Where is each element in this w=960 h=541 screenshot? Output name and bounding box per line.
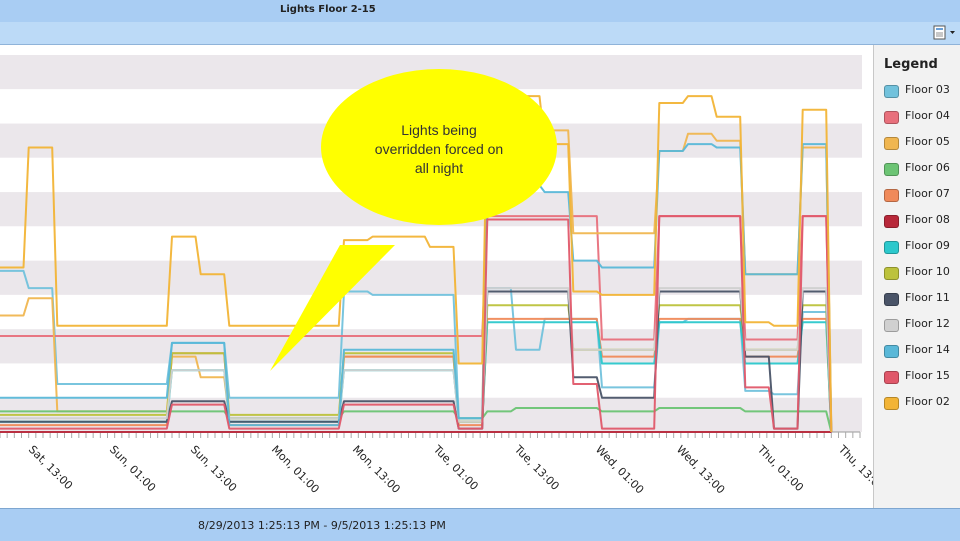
legend-item-floor-08[interactable]: Floor 08 bbox=[884, 212, 960, 234]
export-button[interactable] bbox=[932, 25, 956, 41]
series-layer bbox=[0, 95, 833, 433]
series-line-floor-15[interactable] bbox=[0, 215, 833, 433]
grid-band bbox=[0, 329, 862, 364]
legend-label: Floor 12 bbox=[905, 317, 950, 330]
legend-item-floor-06[interactable]: Floor 06 bbox=[884, 160, 960, 182]
grid-band bbox=[0, 260, 862, 295]
series-line-floor-07[interactable] bbox=[0, 317, 833, 433]
legend-label: Floor 02 bbox=[905, 395, 950, 408]
legend-swatch bbox=[884, 163, 899, 176]
x-tick-labels: Sat, 13:00 Sun, 01:00 Sun, 13:00 Mon, 01:00… bbox=[26, 442, 887, 497]
title-bar: Lights Floor 2-15 bbox=[0, 0, 960, 22]
series-line-floor-11[interactable] bbox=[0, 290, 833, 433]
legend-swatch bbox=[884, 345, 899, 358]
legend-swatch bbox=[884, 371, 899, 384]
export-icon bbox=[933, 25, 955, 40]
legend-label: Floor 09 bbox=[905, 239, 950, 252]
legend-label: Floor 14 bbox=[905, 343, 950, 356]
chevron-down-icon bbox=[950, 31, 955, 34]
x-tick-label: Thu, 01:00 bbox=[754, 442, 806, 494]
legend-panel: Legend Floor 03 Floor 04 Floor 05 Floor 06 F… bbox=[873, 45, 960, 508]
x-tick-label: Tue, 13:00 bbox=[511, 442, 562, 493]
legend-swatch bbox=[884, 293, 899, 306]
legend-swatch bbox=[884, 137, 899, 150]
line-chart: Lights being overridden forced on all nigh… bbox=[0, 55, 887, 497]
legend-item-floor-10[interactable]: Floor 10 bbox=[884, 264, 960, 286]
callout-text-line: Lights being bbox=[401, 122, 477, 138]
plot-area: Lights being overridden forced on all nigh… bbox=[0, 45, 887, 508]
legend-item-floor-02[interactable]: Floor 02 bbox=[884, 394, 960, 416]
series-line-floor-06[interactable] bbox=[0, 407, 833, 433]
chart-window-title: Lights Floor 2-15 bbox=[280, 4, 376, 15]
legend-label: Floor 10 bbox=[905, 265, 950, 278]
date-range-label: 8/29/2013 1:25:13 PM - 9/5/2013 1:25:13 … bbox=[198, 519, 446, 532]
x-tick-label: Sat, 13:00 bbox=[26, 443, 75, 492]
legend-swatch bbox=[884, 319, 899, 332]
x-tick-label: Mon, 13:00 bbox=[350, 443, 403, 496]
legend-label: Floor 03 bbox=[905, 83, 950, 96]
grid-band bbox=[0, 226, 862, 261]
legend-item-floor-12[interactable]: Floor 12 bbox=[884, 316, 960, 338]
legend-label: Floor 15 bbox=[905, 369, 950, 382]
x-tick-label: Wed, 01:00 bbox=[593, 443, 647, 497]
legend-label: Floor 11 bbox=[905, 291, 950, 304]
annotation-callout: Lights being overridden forced on all nigh… bbox=[270, 69, 557, 371]
legend-item-floor-15[interactable]: Floor 15 bbox=[884, 368, 960, 390]
x-tick-label: Sun, 01:00 bbox=[107, 443, 158, 494]
legend-label: Floor 04 bbox=[905, 109, 950, 122]
legend-swatch bbox=[884, 85, 899, 98]
legend-swatch bbox=[884, 397, 899, 410]
callout-bubble bbox=[321, 69, 557, 225]
legend-item-floor-07[interactable]: Floor 07 bbox=[884, 186, 960, 208]
legend-title: Legend bbox=[884, 57, 938, 72]
legend-swatch bbox=[884, 241, 899, 254]
x-tick-label: Wed, 13:00 bbox=[674, 443, 728, 497]
legend-item-floor-03[interactable]: Floor 03 bbox=[884, 82, 960, 104]
status-bar: 8/29/2013 1:25:13 PM - 9/5/2013 1:25:13 … bbox=[0, 508, 960, 541]
legend-swatch bbox=[884, 215, 899, 228]
x-tick-label: Sun, 13:00 bbox=[188, 443, 239, 494]
legend-item-floor-11[interactable]: Floor 11 bbox=[884, 290, 960, 312]
legend-label: Floor 07 bbox=[905, 187, 950, 200]
x-tick-label: Tue, 01:00 bbox=[430, 442, 481, 493]
legend-item-floor-09[interactable]: Floor 09 bbox=[884, 238, 960, 260]
legend-label: Floor 08 bbox=[905, 213, 950, 226]
x-tick-label: Mon, 01:00 bbox=[269, 443, 322, 496]
series-line-floor-10[interactable] bbox=[0, 304, 833, 433]
callout-text-line: overridden forced on bbox=[375, 141, 503, 157]
grid-band bbox=[0, 363, 862, 398]
legend-swatch bbox=[884, 189, 899, 202]
callout-tail bbox=[270, 245, 395, 371]
series-line-floor-12[interactable] bbox=[0, 287, 833, 433]
series-line-floor-02[interactable] bbox=[0, 95, 833, 433]
legend-item-floor-04[interactable]: Floor 04 bbox=[884, 108, 960, 130]
legend-swatch bbox=[884, 111, 899, 124]
legend-swatch bbox=[884, 267, 899, 280]
x-tick-label: Thu, 13:00 bbox=[835, 442, 873, 494]
legend-item-floor-14[interactable]: Floor 14 bbox=[884, 342, 960, 364]
grid-band bbox=[0, 294, 862, 330]
toolbar bbox=[0, 22, 960, 45]
legend-label: Floor 06 bbox=[905, 161, 950, 174]
legend-label: Floor 05 bbox=[905, 135, 950, 148]
legend-item-floor-05[interactable]: Floor 05 bbox=[884, 134, 960, 156]
callout-text-line: all night bbox=[415, 160, 463, 176]
series-line-floor-14[interactable] bbox=[0, 143, 833, 433]
